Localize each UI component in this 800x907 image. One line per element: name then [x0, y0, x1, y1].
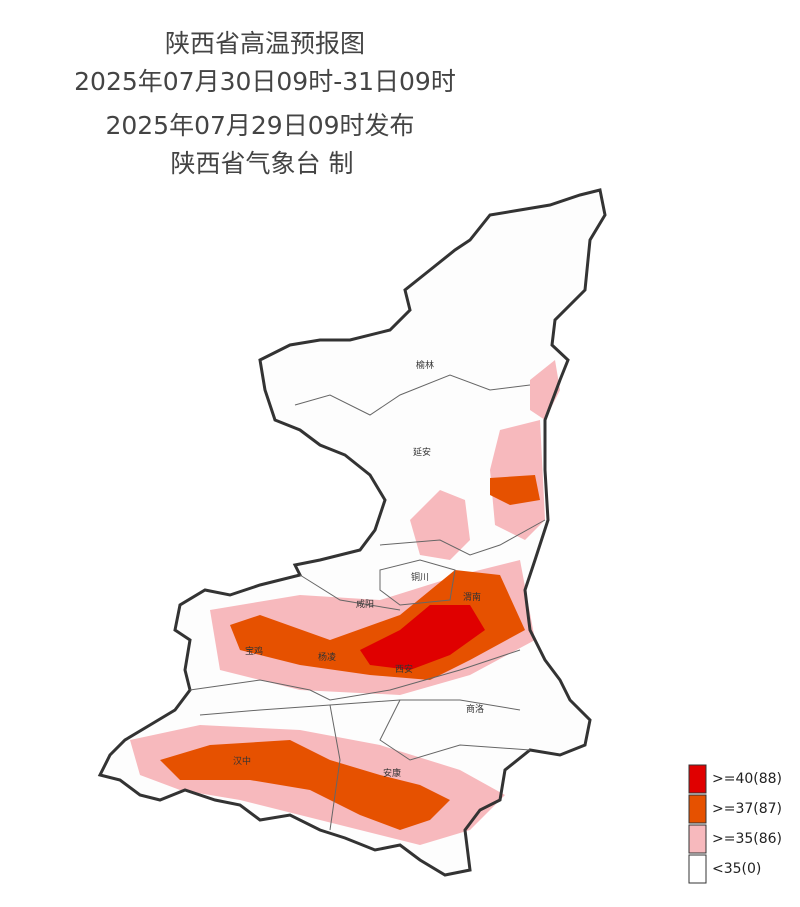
city-label: 商洛	[466, 703, 484, 715]
province-map	[97, 188, 607, 877]
issuer: 陕西省气象台 制	[171, 149, 354, 178]
city-borders	[189, 374, 546, 831]
legend-swatch	[688, 794, 707, 824]
city-label: 安康	[383, 767, 401, 779]
city-label: 铜川	[411, 571, 429, 583]
valid-period: 2025年07月30日09时-31日09时	[74, 67, 456, 96]
legend-swatch	[688, 824, 707, 854]
city-label: 西安	[395, 663, 413, 675]
legend-label: <35(0)	[712, 861, 761, 877]
legend-swatch	[688, 764, 707, 794]
province-fill	[100, 190, 605, 875]
city-label: 延安	[413, 446, 431, 458]
province-border	[97, 188, 607, 877]
title: 陕西省高温预报图	[165, 29, 365, 58]
city-label: 杨凌	[318, 651, 336, 663]
legend: >=40(88) >=37(87) >=35(86) <35(0)	[688, 764, 782, 884]
legend-label: >=40(88)	[712, 771, 782, 787]
legend-swatch	[688, 854, 707, 884]
legend-label: >=37(87)	[712, 801, 782, 817]
issue-time: 2025年07月29日09时发布	[105, 111, 414, 140]
city-label: 咸阳	[356, 598, 374, 610]
heat-40	[360, 605, 485, 670]
city-label: 渭南	[463, 591, 481, 603]
city-label: 榆林	[416, 359, 434, 371]
city-label: 宝鸡	[245, 645, 263, 657]
city-label: 汉中	[233, 755, 251, 767]
legend-label: >=35(86)	[712, 831, 782, 847]
